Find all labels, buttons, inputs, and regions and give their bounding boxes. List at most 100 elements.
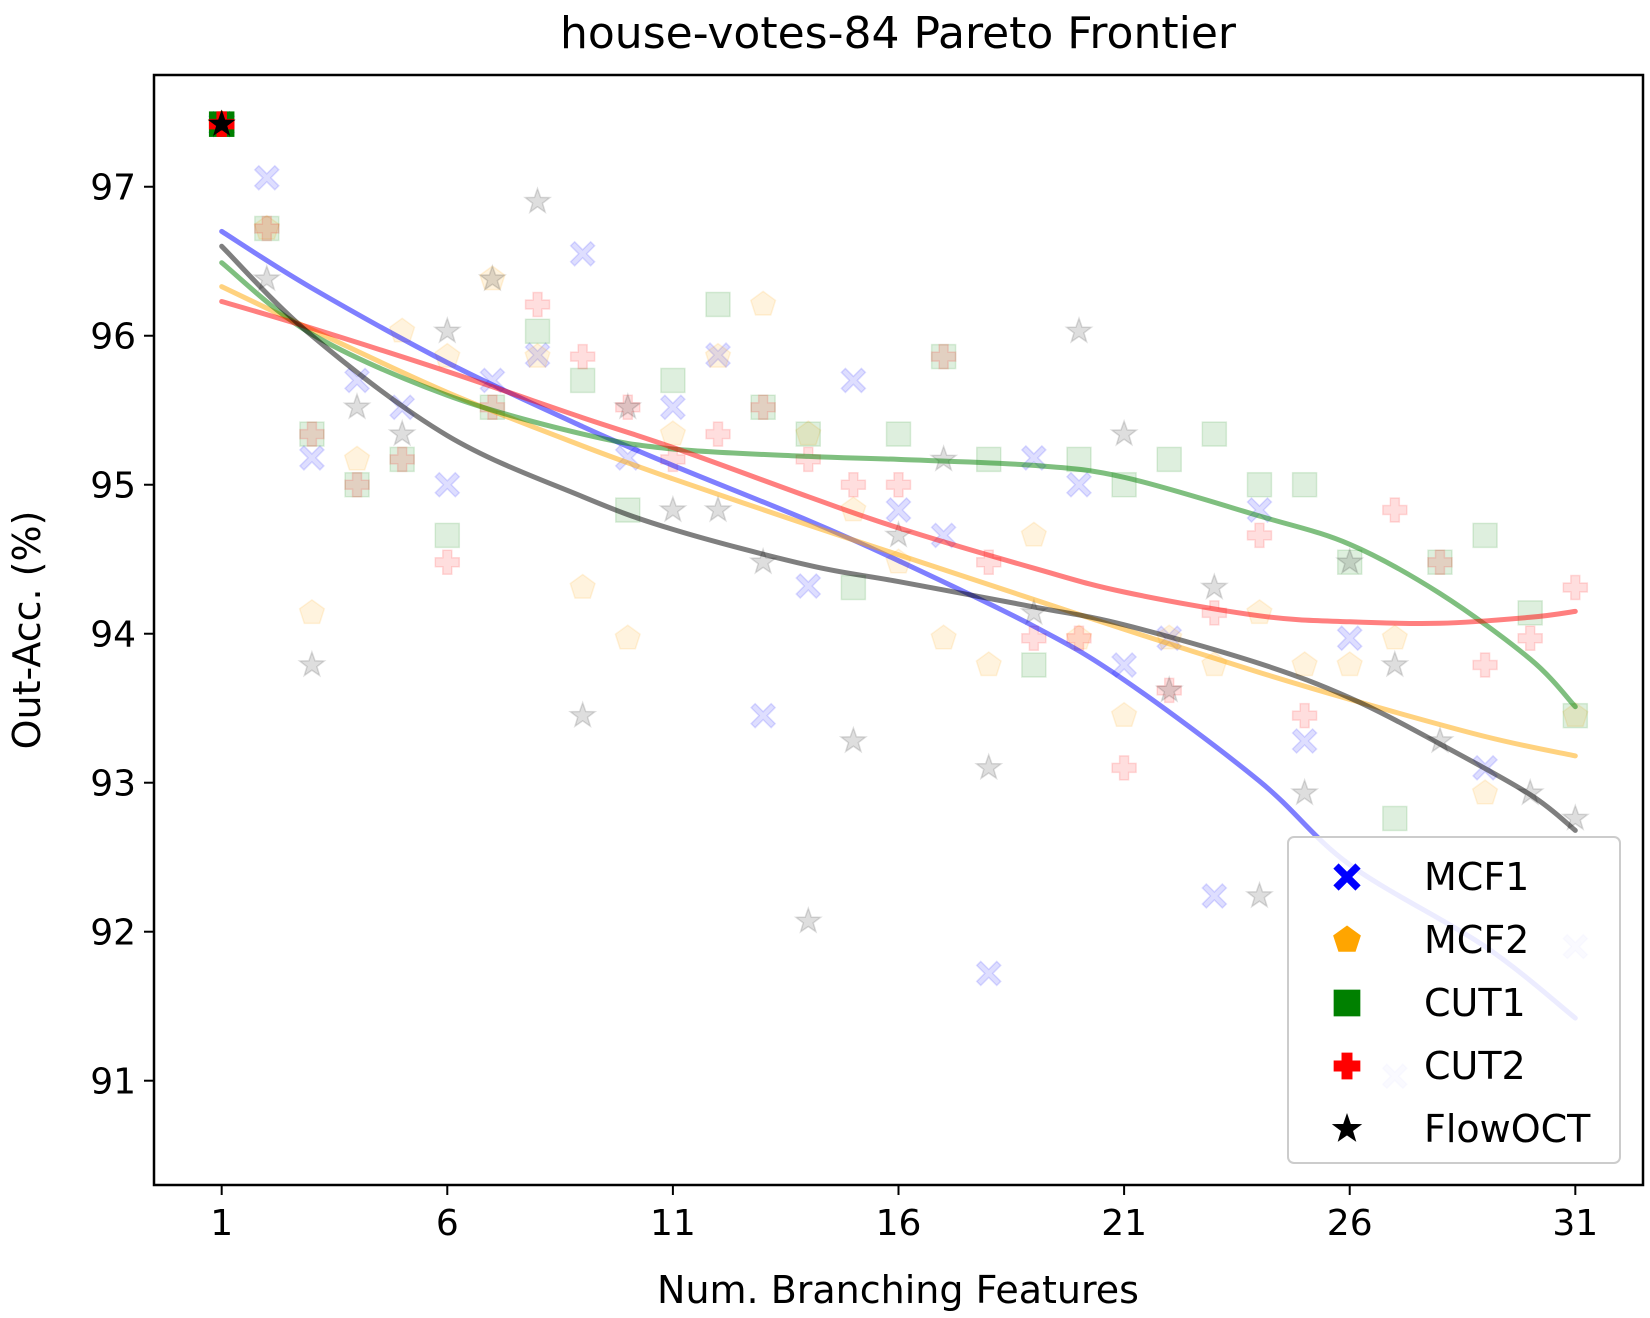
y-tick-label: 97	[90, 168, 136, 209]
data-point	[1064, 316, 1094, 344]
data-point	[1382, 497, 1408, 523]
x-tick-label: 31	[1552, 1203, 1598, 1244]
x-tick-label: 21	[1101, 1203, 1147, 1244]
data-point	[703, 494, 733, 523]
data-point	[1560, 803, 1590, 831]
y-axis: 91 92 93 94 95 96 97	[90, 168, 154, 1103]
data-point	[974, 752, 1004, 781]
data-point	[389, 446, 415, 473]
data-point	[252, 263, 282, 292]
data-point	[479, 265, 506, 291]
data-point	[253, 164, 280, 191]
data-point	[750, 394, 776, 421]
y-tick-label: 93	[90, 764, 136, 805]
legend-item-mcf1: MCF1	[1333, 855, 1529, 899]
data-point	[1199, 572, 1229, 600]
data-point	[1021, 625, 1047, 651]
data-point	[344, 471, 370, 498]
data-point	[1246, 598, 1273, 625]
data-point	[524, 318, 551, 345]
data-point	[1110, 701, 1138, 727]
legend: MCF1 MCF2 CUT1 CUT2 FlowOCT	[1287, 836, 1621, 1164]
data-point	[885, 471, 912, 498]
data-point	[1472, 522, 1498, 549]
series-cut1-points	[254, 215, 1589, 832]
series-mcf2-points	[253, 214, 1589, 805]
data-point	[1335, 546, 1365, 575]
data-point	[930, 343, 957, 370]
data-point	[1380, 649, 1410, 678]
x-tick-label: 26	[1327, 1203, 1373, 1244]
data-point	[568, 700, 598, 729]
data-point	[1291, 471, 1318, 498]
data-point	[1517, 600, 1543, 626]
data-point	[795, 421, 822, 447]
data-point	[795, 420, 822, 446]
data-point	[613, 392, 643, 420]
y-tick-label: 96	[90, 317, 136, 358]
data-point	[658, 494, 688, 523]
data-point	[750, 702, 777, 729]
legend-label: MCF1	[1424, 855, 1529, 899]
x-tick-label: 1	[210, 1203, 233, 1244]
data-point	[840, 574, 867, 601]
data-point	[344, 471, 370, 498]
x-tick-label: 11	[650, 1203, 696, 1244]
data-point	[1427, 549, 1453, 575]
data-point	[524, 342, 551, 369]
x-axis-title: Num. Branching Features	[657, 1268, 1139, 1312]
legend-item-mcf2: MCF2	[1333, 918, 1529, 962]
data-point	[569, 343, 596, 370]
data-point	[1246, 471, 1273, 498]
y-tick-label: 92	[90, 913, 136, 954]
data-point	[1156, 446, 1182, 473]
data-point	[795, 572, 822, 600]
data-point	[1517, 625, 1543, 651]
data-point	[1111, 755, 1137, 781]
data-point	[1472, 652, 1498, 678]
data-point	[1471, 779, 1499, 805]
data-point	[1201, 882, 1228, 910]
plot-content	[207, 109, 1590, 1090]
data-point	[929, 444, 959, 472]
data-point	[1291, 651, 1318, 677]
data-point	[434, 549, 461, 575]
y-tick-label: 94	[90, 615, 136, 656]
data-point	[615, 394, 641, 421]
trend-line-cut1	[219, 260, 1578, 710]
x-axis: 1 6 11 16 21 26 31	[210, 1185, 1598, 1244]
data-point	[1109, 418, 1139, 447]
data-point	[1291, 727, 1318, 755]
trend-line-cut2	[219, 299, 1578, 627]
data-point	[299, 421, 325, 447]
data-point	[1020, 521, 1048, 547]
data-point	[1021, 652, 1047, 678]
chart-title: house-votes-84 Pareto Frontier	[560, 8, 1237, 59]
data-point	[660, 446, 686, 473]
legend-label: MCF2	[1424, 918, 1529, 962]
data-point	[434, 522, 461, 549]
data-point	[254, 215, 280, 242]
data-point	[930, 624, 957, 650]
legend-label: CUT2	[1424, 1044, 1526, 1088]
y-axis-title: Out-Acc. (%)	[5, 511, 49, 750]
data-point	[569, 367, 596, 394]
frontier-start-points	[207, 109, 236, 138]
data-point	[1246, 522, 1273, 549]
legend-item-cut1: CUT1	[1333, 981, 1526, 1025]
data-point	[975, 446, 1002, 473]
series-flowoct-points	[252, 186, 1590, 934]
data-point	[343, 445, 371, 471]
data-point	[1336, 625, 1363, 652]
data-point	[885, 421, 912, 447]
data-point	[704, 342, 732, 368]
legend-marker	[1333, 863, 1361, 891]
data-point	[432, 316, 462, 344]
data-point	[524, 342, 551, 368]
data-point	[1381, 624, 1409, 650]
data-point	[1427, 549, 1453, 575]
trend-line-flowoct	[219, 243, 1578, 833]
data-point	[1244, 880, 1274, 909]
legend-item-cut2: CUT2	[1333, 1044, 1526, 1088]
legend-label: FlowOCT	[1424, 1107, 1591, 1151]
